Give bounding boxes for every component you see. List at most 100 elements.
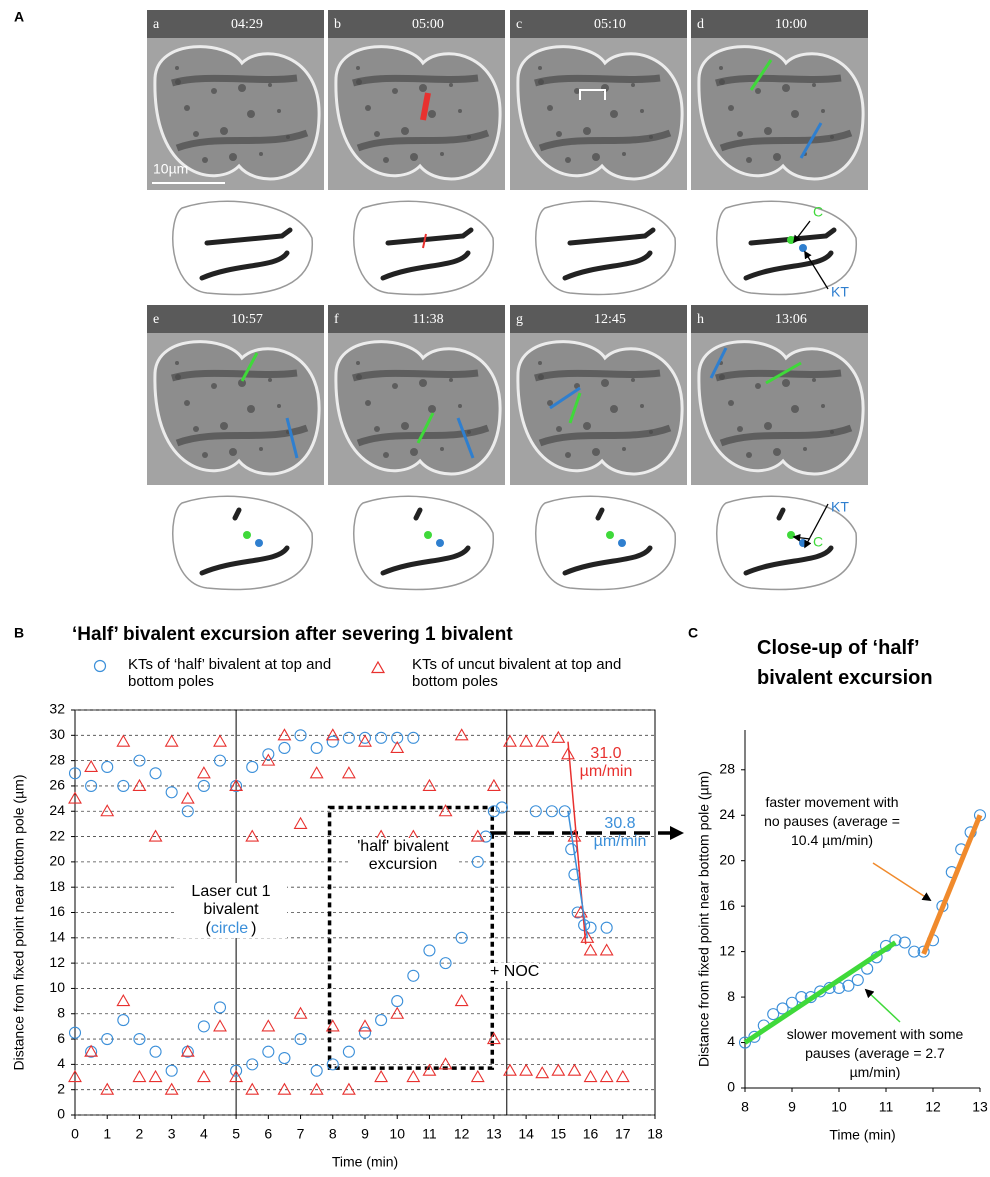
- kinetochore-dot: [618, 539, 626, 547]
- kinetochore-dot: [436, 539, 444, 547]
- x-tick-label: 0: [71, 1126, 79, 1142]
- granule: [737, 426, 743, 432]
- sketch-cell: [536, 201, 676, 294]
- granule: [458, 109, 462, 113]
- panel-letter: e: [153, 312, 159, 327]
- granule: [631, 83, 635, 87]
- fit-annotation: faster movement with no pauses (average …: [762, 793, 902, 850]
- data-point: [166, 1065, 177, 1076]
- cell: [699, 342, 863, 474]
- granule: [610, 110, 618, 118]
- data-point: [133, 780, 145, 791]
- granule: [184, 105, 190, 111]
- y-tick-label: 8: [727, 988, 735, 1004]
- sketch-label: C: [813, 204, 823, 220]
- granule: [538, 361, 542, 365]
- data-point: [278, 1084, 290, 1095]
- granule: [247, 110, 255, 118]
- granule: [812, 83, 816, 87]
- x-tick-label: 11: [422, 1126, 437, 1142]
- data-point: [246, 1084, 258, 1095]
- panel-label: B: [14, 625, 24, 641]
- y-tick-label: 18: [49, 878, 65, 894]
- granule: [610, 405, 618, 413]
- granule: [365, 400, 371, 406]
- data-point: [568, 1065, 580, 1076]
- panel-letter: g: [516, 312, 523, 327]
- data-point: [311, 742, 322, 753]
- sketch-cell: [173, 201, 313, 294]
- granule: [440, 152, 444, 156]
- data-point: [601, 1071, 613, 1082]
- y-tick-label: 32: [49, 701, 65, 717]
- chart-title: ‘Half’ bivalent excursion after severing…: [72, 624, 513, 646]
- granule: [592, 153, 600, 161]
- granule: [538, 66, 542, 70]
- granule: [803, 447, 807, 451]
- data-point: [311, 1065, 322, 1076]
- timestamp: 05:00: [412, 17, 444, 32]
- timestamp: 04:29: [231, 17, 263, 32]
- centromere-dot: [606, 531, 614, 539]
- granule: [728, 400, 734, 406]
- data-point: [423, 1065, 435, 1076]
- x-tick-label: 7: [297, 1126, 305, 1142]
- data-point: [150, 831, 162, 842]
- data-point: [424, 945, 435, 956]
- centromere-dot: [424, 531, 432, 539]
- data-point: [520, 736, 532, 747]
- granule: [401, 422, 409, 430]
- y-tick-label: 20: [49, 853, 65, 869]
- chart-title: Close-up of ‘half’ bivalent excursion: [757, 633, 982, 693]
- link-arrow-head: [670, 826, 684, 840]
- granule: [755, 383, 761, 389]
- x-tick-label: 16: [583, 1126, 599, 1142]
- data-point: [311, 1084, 323, 1095]
- x-tick-label: 2: [136, 1126, 144, 1142]
- fit-line: [924, 815, 980, 954]
- data-point: [343, 767, 355, 778]
- x-tick-label: 3: [168, 1126, 176, 1142]
- y-tick-label: 12: [49, 954, 65, 970]
- y-axis-label: Distance from fixed point near bottom po…: [11, 775, 27, 1071]
- data-point: [852, 975, 863, 986]
- granule: [565, 157, 571, 163]
- data-point: [456, 995, 468, 1006]
- x-tick-label: 8: [329, 1126, 337, 1142]
- granule: [184, 400, 190, 406]
- x-tick-label: 1: [103, 1126, 111, 1142]
- fit-annotation: slower movement with some pauses (averag…: [780, 1025, 970, 1082]
- fit-label: 31.0 µm/min: [566, 745, 646, 782]
- data-point: [85, 761, 97, 772]
- data-point: [278, 729, 290, 740]
- x-axis-label: Time (min): [332, 1154, 398, 1170]
- granule: [583, 422, 591, 430]
- annotation-arrow: [866, 990, 900, 1022]
- data-point: [214, 1020, 226, 1031]
- granule: [821, 109, 825, 113]
- cell: [155, 342, 319, 474]
- data-point: [295, 1008, 307, 1019]
- data-point: [504, 736, 516, 747]
- y-tick-label: 6: [57, 1030, 65, 1046]
- granule: [220, 127, 228, 135]
- granule: [746, 452, 752, 458]
- granule: [428, 110, 436, 118]
- data-point: [552, 732, 564, 743]
- data-point: [520, 1065, 532, 1076]
- y-tick-label: 24: [49, 802, 65, 818]
- granule: [268, 83, 272, 87]
- noc-label: + NOC: [490, 963, 539, 981]
- x-tick-label: 18: [647, 1126, 663, 1142]
- x-tick-label: 13: [486, 1126, 502, 1142]
- granule: [556, 426, 562, 432]
- granule: [259, 152, 263, 156]
- data-point: [375, 1071, 387, 1082]
- x-tick-label: 5: [232, 1126, 240, 1142]
- granule: [193, 131, 199, 137]
- granule: [410, 448, 418, 456]
- kinetochore-dot: [255, 539, 263, 547]
- granule: [259, 447, 263, 451]
- timestamp: 10:00: [775, 17, 807, 32]
- data-point: [150, 768, 161, 779]
